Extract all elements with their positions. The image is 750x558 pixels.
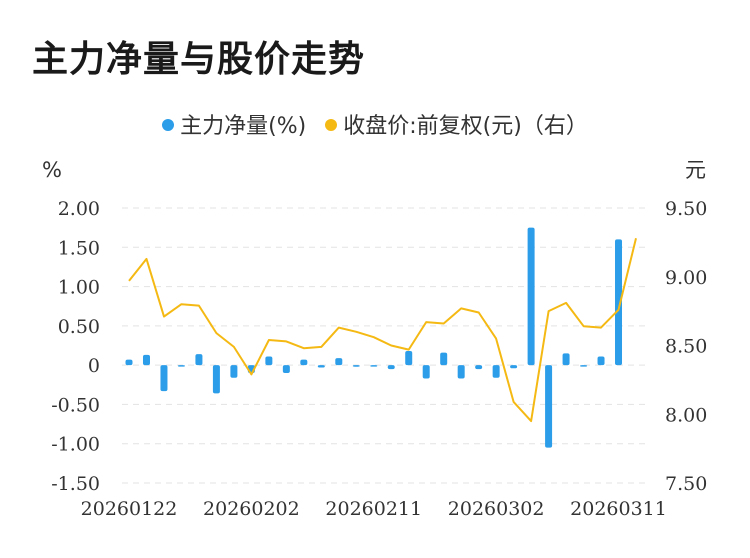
grid-lines <box>122 207 645 484</box>
net-flow-bar[interactable] <box>615 239 623 366</box>
net-flow-bar[interactable] <box>545 365 553 448</box>
right-tick-label: 8.00 <box>665 404 707 426</box>
legend-dot-net-flow <box>162 119 175 131</box>
x-axis-ticks: 20260122 20260202 20260211 20260302 20260311 <box>81 498 667 520</box>
net-flow-bar[interactable] <box>510 365 518 369</box>
chart-title: 主力净量与股价走势 <box>32 39 366 80</box>
left-tick-label: 2.00 <box>58 198 100 220</box>
net-flow-bar[interactable] <box>492 365 500 378</box>
net-flow-bar[interactable] <box>142 354 150 366</box>
net-flow-bar[interactable] <box>300 359 308 366</box>
left-tick-label: -1.50 <box>51 473 100 495</box>
net-flow-bar[interactable] <box>440 352 448 366</box>
net-flow-bar[interactable] <box>352 365 360 367</box>
net-flow-bar[interactable] <box>195 354 203 366</box>
right-tick-label: 9.50 <box>665 198 707 220</box>
net-flow-bar[interactable] <box>177 365 185 367</box>
left-axis-ticks: 2.00 1.50 1.00 0.50 0 -0.50 -1.00 -1.50 <box>51 198 100 495</box>
net-flow-bar[interactable] <box>405 351 413 366</box>
right-axis-ticks: 9.50 9.00 8.50 8.00 7.50 <box>665 198 707 495</box>
left-tick-label: -0.50 <box>51 394 100 416</box>
net-flow-bar[interactable] <box>370 365 378 367</box>
left-tick-label: -1.00 <box>51 434 100 456</box>
net-flow-bar[interactable] <box>265 356 273 366</box>
legend-item-close-price[interactable]: 收盘价:前复权(元)（右） <box>325 108 588 140</box>
right-tick-label: 8.50 <box>665 336 707 358</box>
net-flow-bar[interactable] <box>212 365 220 394</box>
right-tick-label: 7.50 <box>665 473 707 495</box>
legend-item-net-flow[interactable]: 主力净量(%) <box>162 108 306 140</box>
right-tick-label: 9.00 <box>665 267 707 289</box>
net-flow-bar[interactable] <box>317 365 325 368</box>
close-price-polyline[interactable] <box>128 238 637 423</box>
left-tick-label: 0 <box>88 355 100 377</box>
net-flow-bar[interactable] <box>475 365 483 370</box>
net-flow-bar[interactable] <box>282 365 290 373</box>
net-flow-bar[interactable] <box>387 365 395 370</box>
net-flow-bar[interactable] <box>562 353 570 366</box>
net-flow-bar[interactable] <box>125 359 133 366</box>
legend-label-net-flow: 主力净量(%) <box>180 114 307 139</box>
net-flow-bar[interactable] <box>580 365 588 367</box>
legend-dot-close-price <box>325 119 338 131</box>
net-flow-bar[interactable] <box>597 356 605 366</box>
left-tick-label: 1.50 <box>58 237 100 259</box>
x-tick-label: 20260202 <box>203 498 300 520</box>
net-flow-bars <box>125 227 623 448</box>
net-flow-bar[interactable] <box>335 358 343 366</box>
net-flow-bar[interactable] <box>160 365 168 392</box>
legend-label-close-price: 收盘价:前复权(元)（右） <box>343 114 588 139</box>
net-flow-bar[interactable] <box>527 227 535 366</box>
left-axis-unit: % <box>42 158 62 182</box>
x-tick-label: 20260302 <box>448 498 545 520</box>
x-tick-label: 20260122 <box>81 498 178 520</box>
net-flow-bar[interactable] <box>230 365 238 378</box>
net-flow-bar[interactable] <box>457 365 465 379</box>
left-tick-label: 1.00 <box>58 277 100 299</box>
left-tick-label: 0.50 <box>58 316 100 338</box>
x-tick-label: 20260211 <box>325 498 422 520</box>
x-tick-label: 20260311 <box>570 498 667 520</box>
chart-legend: 主力净量(%) 收盘价:前复权(元)（右） <box>0 108 750 140</box>
right-axis-unit: 元 <box>685 158 706 182</box>
close-price-line <box>128 238 637 423</box>
net-flow-bar[interactable] <box>422 365 430 379</box>
